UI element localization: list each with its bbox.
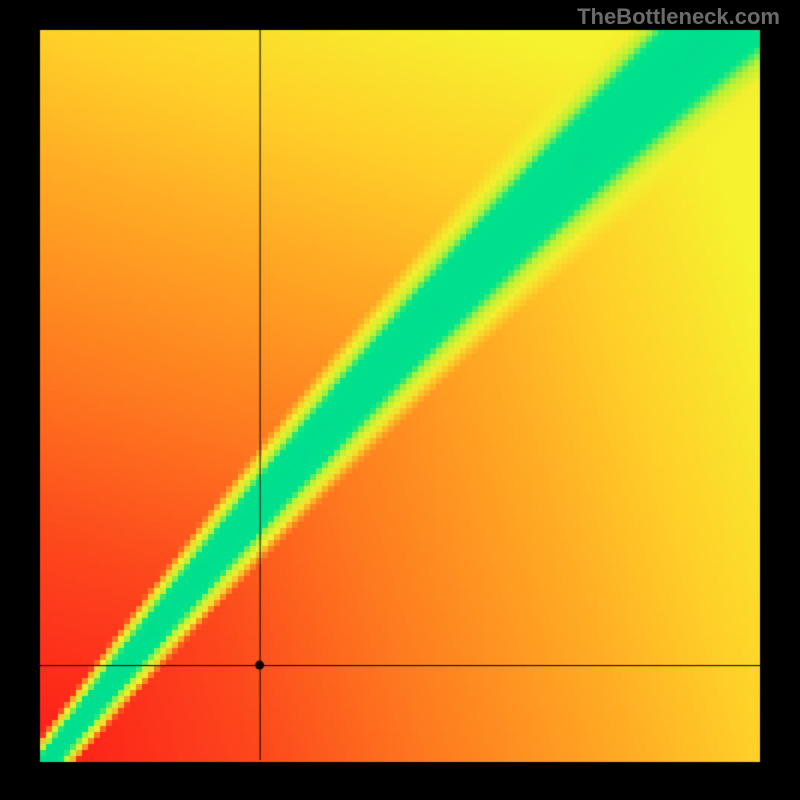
chart-container: TheBottleneck.com [0,0,800,800]
heatmap-canvas [0,0,800,800]
watermark-text: TheBottleneck.com [577,4,780,30]
